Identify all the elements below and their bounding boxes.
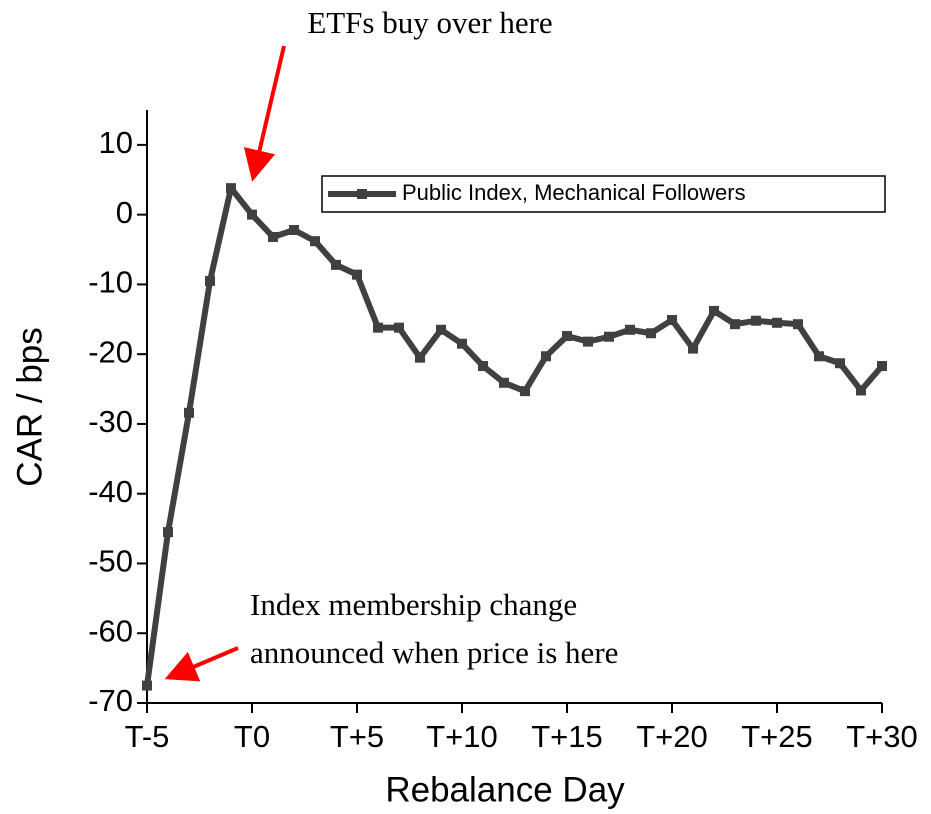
y-tick-label: -20 — [88, 334, 133, 369]
x-tick-label: T+25 — [741, 719, 813, 754]
y-tick-label: -60 — [88, 613, 133, 648]
point — [625, 324, 635, 335]
point — [436, 324, 446, 335]
legend-box — [321, 175, 886, 213]
point — [541, 351, 551, 362]
point — [184, 407, 194, 418]
point — [289, 224, 299, 235]
legend-label: Public Index, Mechanical Followers — [402, 180, 746, 205]
annotation: Index membership change — [250, 587, 577, 622]
point — [772, 317, 782, 328]
x-tick-label: T+15 — [531, 719, 603, 754]
point — [562, 331, 572, 342]
point — [163, 527, 173, 538]
point — [373, 322, 383, 333]
point — [814, 351, 824, 362]
point — [520, 386, 530, 397]
point — [730, 319, 740, 330]
point — [310, 236, 320, 247]
x-tick-label: T+20 — [636, 719, 708, 754]
x-tick-label: T+5 — [330, 719, 384, 754]
point — [709, 305, 719, 316]
point — [583, 336, 593, 347]
point — [499, 377, 509, 388]
y-tick-label: 10 — [99, 125, 133, 160]
point — [352, 269, 362, 280]
annotation-arrow — [243, 45, 286, 182]
point — [331, 259, 341, 270]
annotation: announced when price is here — [250, 635, 618, 670]
point — [478, 361, 488, 372]
point — [793, 319, 803, 330]
legend-marker — [357, 189, 367, 199]
point — [835, 358, 845, 369]
point — [415, 352, 425, 363]
x-tick-label: T0 — [234, 719, 270, 754]
annotation: ETFs buy over here — [307, 5, 552, 40]
point — [604, 331, 614, 342]
point — [226, 183, 236, 194]
point — [247, 209, 257, 220]
point — [646, 328, 656, 339]
x-tick-label: T+10 — [426, 719, 498, 754]
y-tick-label: -40 — [88, 474, 133, 509]
y-tick-label: 0 — [116, 195, 133, 230]
y-tick-label: -10 — [88, 265, 133, 300]
point — [751, 315, 761, 326]
point — [268, 231, 278, 242]
y-axis-label: CAR / bps — [10, 327, 49, 487]
x-tick-label: T-5 — [125, 719, 170, 754]
y-tick-label: -50 — [88, 544, 133, 579]
annotation-arrow — [164, 646, 239, 682]
x-tick-label: T+30 — [846, 719, 918, 754]
point — [142, 680, 152, 691]
x-axis-label: Rebalance Day — [385, 770, 625, 809]
point — [688, 343, 698, 354]
point — [205, 275, 215, 286]
point — [457, 338, 467, 349]
point — [877, 361, 887, 372]
y-tick-label: -30 — [88, 404, 133, 439]
point — [856, 385, 866, 396]
point — [394, 322, 404, 333]
point — [667, 314, 677, 325]
y-tick-label: -70 — [88, 683, 133, 718]
